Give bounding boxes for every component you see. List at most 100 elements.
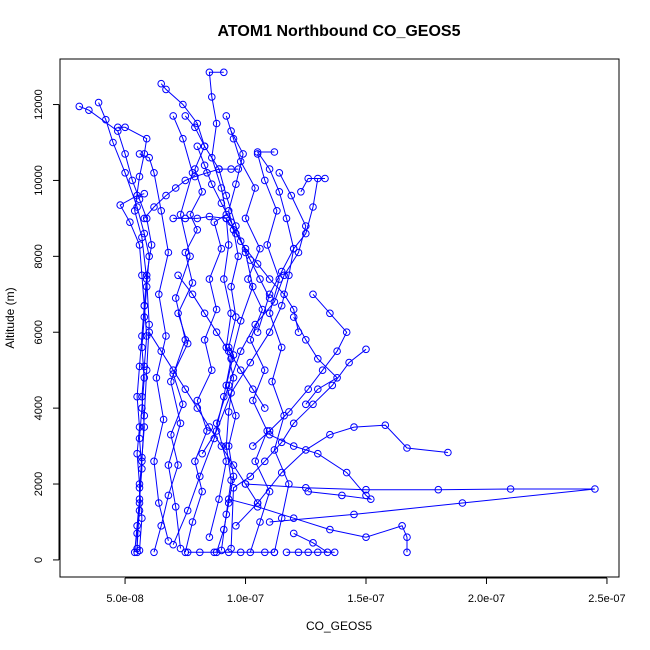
data-point-5-14 [208,153,216,162]
data-point-9-2 [362,485,370,494]
data-point-29-3 [217,199,226,207]
data-point-3-3 [140,411,149,420]
y-tick-label-0: 0 [33,557,45,563]
data-point-21-5 [289,313,298,321]
data-point-14-13 [191,123,199,132]
data-point-26-5 [280,290,288,299]
data-point-23-4 [314,548,322,557]
data-point-20-2 [285,408,293,416]
data-point-2-6 [140,362,149,371]
data-point-1-12 [126,218,134,226]
data-point-4-5 [179,400,187,409]
data-point-7-5 [229,374,238,382]
data-point-10-3 [302,446,310,454]
data-point-11-2 [289,514,298,523]
data-point-19-0 [164,537,173,545]
data-point-4-2 [164,491,173,500]
data-point-22-6 [338,491,346,500]
series-15 [222,112,274,557]
data-point-1-0 [133,548,141,557]
data-point-11-4 [362,533,370,542]
series-line-8 [230,348,367,549]
data-point-28-3 [212,328,221,337]
data-point-25-8 [227,165,235,173]
axis-layer: 5.0e-08 1.0e-07 1.5e-07 2.0e-07 2.5e-07 0 2000… [33,89,626,605]
data-point-8-1 [229,484,238,492]
data-point-13-8 [282,214,291,223]
data-point-18-0 [205,533,214,542]
data-point-27-4 [193,404,202,412]
y-tick-label-4: 8000 [33,244,45,268]
data-point-23-5 [304,548,313,557]
data-point-13-7 [289,244,298,253]
data-point-7-6 [222,343,231,352]
data-point-13-2 [227,389,235,397]
plot-frame [59,58,620,578]
x-tick-label-3: 2.0e-07 [468,593,505,605]
data-point-13-6 [285,271,293,280]
series-1 [116,189,149,557]
data-point-7-3 [222,442,231,450]
data-point-5-10 [217,244,226,253]
data-point-27-9 [253,499,262,507]
data-point-2-17 [75,102,84,111]
data-point-20-8 [309,290,317,299]
data-point-4-18 [162,85,170,94]
series-line-3 [117,126,150,549]
data-point-3-12 [121,123,129,132]
data-point-15-14 [229,134,238,143]
data-point-22-1 [289,442,298,450]
data-point-4-3 [174,461,182,469]
data-point-12-2 [277,267,286,276]
data-point-18-12 [275,169,284,177]
data-point-19-9 [150,169,158,177]
data-point-15-12 [251,184,259,192]
data-point-9-4 [506,485,515,493]
data-point-23-7 [282,548,291,557]
data-point-5-18 [220,68,228,77]
series-line-7 [173,215,235,551]
data-point-5-7 [200,336,209,344]
data-point-24-1 [196,548,204,557]
data-point-6-10 [227,282,235,291]
data-point-28-6 [249,385,257,394]
data-point-7-4 [224,408,233,416]
series-5 [181,68,231,557]
data-point-29-2 [208,180,216,188]
data-point-4-16 [193,119,202,128]
series-17 [164,112,197,553]
data-point-24-6 [270,548,279,557]
data-point-19-2 [150,457,158,466]
data-point-22-5 [367,495,375,504]
data-point-29-6 [246,256,255,264]
data-point-19-6 [155,290,163,299]
data-point-14-2 [196,472,204,481]
data-point-3-0 [133,544,141,553]
data-point-5-15 [212,119,221,128]
data-point-2-2 [135,484,144,492]
data-point-9-1 [302,484,310,492]
data-point-25-0 [140,214,149,223]
data-point-13-5 [277,301,286,310]
data-point-20-7 [326,309,334,318]
series-16 [253,150,293,557]
data-point-26-1 [232,229,240,238]
data-point-6-15 [239,150,247,158]
data-point-27-1 [157,347,165,356]
data-point-5-5 [193,396,202,405]
data-point-18-9 [294,248,303,257]
data-point-20-3 [304,385,313,394]
data-point-19-1 [155,499,163,507]
data-point-9-6 [458,499,467,507]
data-point-28-5 [236,366,245,375]
data-point-22-3 [342,468,351,477]
series-23 [282,529,339,557]
series-13 [198,148,298,458]
data-point-2-16 [85,106,93,114]
data-point-1-10 [138,271,146,280]
data-point-16-12 [253,150,262,158]
data-point-20-0 [249,442,257,450]
data-point-0-16 [94,98,103,107]
data-point-1-8 [138,332,146,340]
series-12 [253,174,329,337]
